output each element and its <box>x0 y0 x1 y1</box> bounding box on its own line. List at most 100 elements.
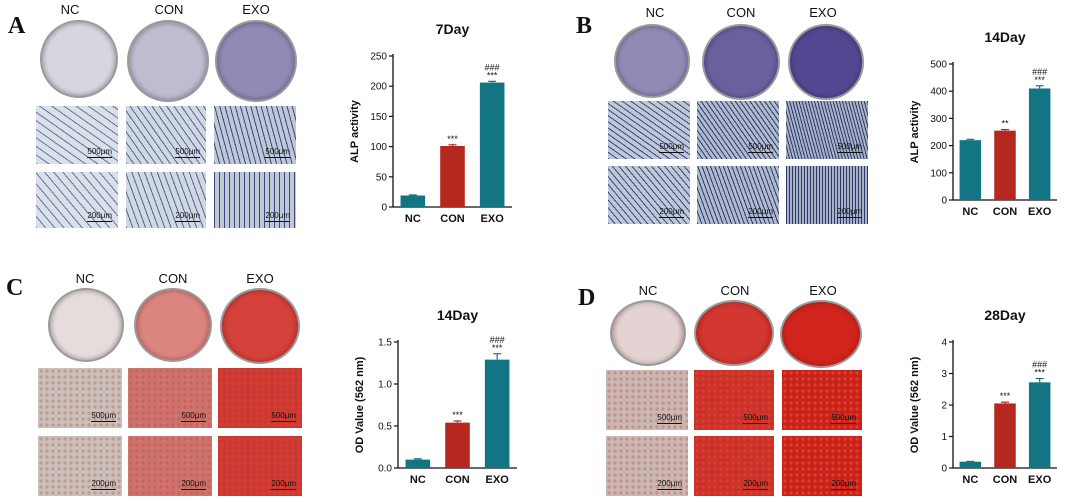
panel-letter-b: B <box>576 13 593 39</box>
culture-dish-b-nc <box>614 24 690 98</box>
x-tick-label: EXO <box>486 474 510 486</box>
y-tick-label: 400 <box>930 87 947 98</box>
x-tick-label: EXO <box>481 213 505 225</box>
culture-dish-d-exo <box>780 300 862 368</box>
significance-label: *** <box>492 343 503 353</box>
group-label-b-exo: EXO <box>809 5 837 20</box>
y-tick-label: 0 <box>381 203 387 214</box>
group-label-c-nc: NC <box>75 271 95 286</box>
y-tick-label: 150 <box>370 112 387 123</box>
y-axis-label: ALP activity <box>349 99 361 163</box>
micrograph-c-con-high: 200μm <box>128 436 212 496</box>
micrograph-a-exo-low: 500μm <box>214 106 296 164</box>
micrograph-d-nc-high: 200μm <box>606 436 688 496</box>
scale-bar: 500μm <box>659 142 684 154</box>
micrograph-b-con-high: 200μm <box>697 166 779 224</box>
culture-dish-b-con <box>702 24 780 100</box>
scale-bar: 200μm <box>181 479 206 491</box>
scale-bar: 200μm <box>265 211 290 223</box>
micrograph-d-con-low: 500μm <box>694 370 774 430</box>
culture-dish-b-exo <box>788 24 864 100</box>
panel-letter-c: C <box>6 275 24 301</box>
bar-chart-14day-od: 14Day OD Value (562 nm) 0.0 0.5 1.0 1.5 NC CON *… <box>354 307 517 486</box>
micrograph-a-nc-high: 200μm <box>36 172 118 228</box>
chart-title: 28Day <box>984 307 1025 323</box>
y-tick-label: 50 <box>376 172 388 183</box>
scale-bar: 200μm <box>271 479 296 491</box>
scale-bar: 500μm <box>657 413 682 425</box>
scale-bar: 500μm <box>743 413 768 425</box>
micrograph-b-exo-low: 500μm <box>786 101 868 159</box>
culture-dish-a-con <box>127 20 209 102</box>
significance-label: ### <box>485 62 500 72</box>
x-tick-label: NC <box>410 474 426 486</box>
bar-exo <box>1028 382 1051 468</box>
scale-bar: 200μm <box>91 479 116 491</box>
micrograph-d-exo-low: 500μm <box>782 370 862 430</box>
micrograph-c-exo-low: 500μm <box>218 368 302 428</box>
bar-con <box>445 422 470 468</box>
scale-bar: 200μm <box>657 479 682 491</box>
y-tick-label: 2 <box>941 401 947 412</box>
micrograph-c-nc-high: 200μm <box>38 436 122 496</box>
micrograph-a-con-low: 500μm <box>126 106 206 164</box>
group-label-d-nc: NC <box>638 283 658 298</box>
x-tick-label: NC <box>962 206 978 218</box>
culture-dish-d-con <box>694 300 774 366</box>
y-tick-label: 200 <box>930 141 947 152</box>
y-axis-label: OD Value (562 nm) <box>909 356 921 453</box>
scale-bar: 200μm <box>87 211 112 223</box>
significance-label: *** <box>487 70 498 80</box>
scale-bar: 500μm <box>831 413 856 425</box>
y-tick-label: 0.5 <box>378 422 392 433</box>
group-label-a-exo: EXO <box>242 2 270 17</box>
micrograph-d-nc-low: 500μm <box>606 370 688 430</box>
group-label-d-exo: EXO <box>809 283 837 298</box>
bar-nc <box>400 195 426 207</box>
y-tick-label: 0 <box>941 196 947 207</box>
micrograph-c-con-low: 500μm <box>128 368 212 428</box>
group-label-c-exo: EXO <box>246 271 274 286</box>
micrograph-b-con-low: 500μm <box>697 101 779 159</box>
y-tick-label: 100 <box>370 142 387 153</box>
x-tick-label: EXO <box>1028 474 1052 486</box>
bar-chart-14day-alp: 14Day ALP activity 0 100 200 300 400 500 NC CON **… <box>909 29 1057 218</box>
micrograph-b-exo-high: 200μm <box>786 166 868 224</box>
group-label-c-con: CON <box>158 271 188 286</box>
bar-con <box>440 145 465 207</box>
x-tick-label: CON <box>445 474 470 486</box>
scale-bar: 500μm <box>748 142 773 154</box>
y-tick-label: 4 <box>941 338 947 349</box>
bar-exo <box>479 82 505 207</box>
bar-chart-7day-alp: 7Day ALP activity 0 50 100 150 200 250 NC CON *** E… <box>349 21 512 225</box>
x-tick-label: CON <box>993 206 1018 218</box>
group-label-b-nc: NC <box>645 5 665 20</box>
scale-bar: 500μm <box>837 142 862 154</box>
significance-label: *** <box>1034 75 1045 85</box>
significance-label: *** <box>452 410 463 420</box>
bar-chart-28day-od: 28Day OD Value (562 nm) 0 1 2 3 4 NC CON *** EXO ##… <box>909 307 1057 486</box>
significance-label: ### <box>1032 360 1047 370</box>
scale-bar: 200μm <box>837 207 862 219</box>
scale-bar: 500μm <box>91 411 116 423</box>
bar-nc <box>405 459 431 468</box>
y-tick-label: 100 <box>930 168 947 179</box>
micrograph-a-exo-high: 200μm <box>214 172 296 228</box>
scale-bar: 500μm <box>265 147 290 159</box>
x-tick-label: NC <box>405 213 421 225</box>
y-tick-label: 1 <box>941 432 947 443</box>
x-tick-label: CON <box>993 474 1018 486</box>
group-label-a-nc: NC <box>60 2 80 17</box>
scale-bar: 500μm <box>271 411 296 423</box>
x-tick-label: EXO <box>1028 206 1052 218</box>
micrograph-d-exo-high: 200μm <box>782 436 862 496</box>
group-label-a-con: CON <box>154 2 184 17</box>
chart-title: 14Day <box>984 29 1025 45</box>
y-tick-label: 1.5 <box>378 338 392 349</box>
scale-bar: 200μm <box>743 479 768 491</box>
significance-label: ** <box>1001 119 1009 129</box>
y-tick-label: 1.0 <box>378 380 392 391</box>
y-tick-label: 200 <box>370 82 387 93</box>
culture-dish-c-con <box>134 288 212 362</box>
y-tick-label: 300 <box>930 114 947 125</box>
